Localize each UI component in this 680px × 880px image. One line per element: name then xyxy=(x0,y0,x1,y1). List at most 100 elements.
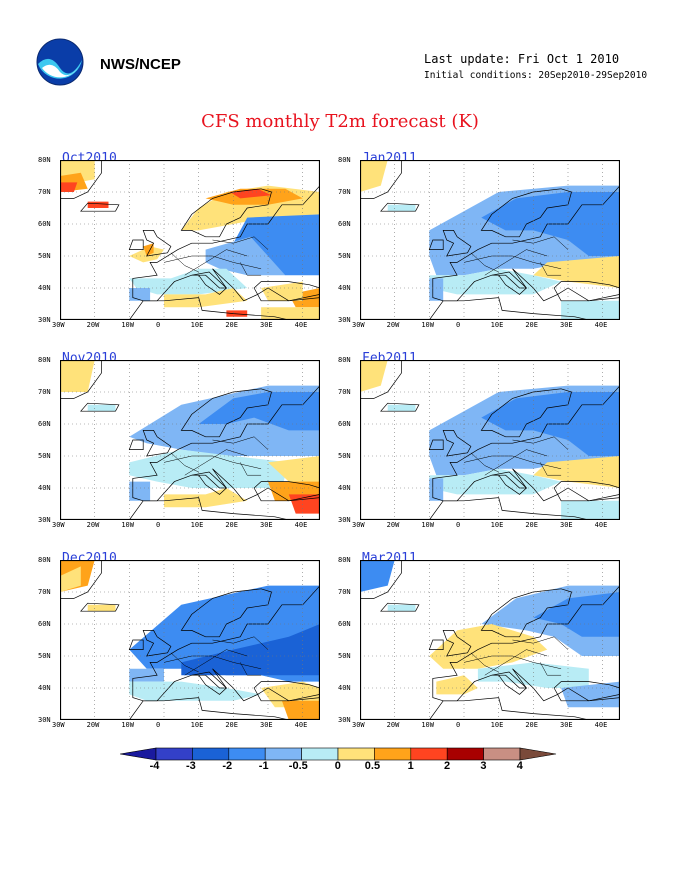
coastline xyxy=(80,602,120,612)
coastline xyxy=(553,681,620,702)
coastline xyxy=(191,471,227,495)
longitude-label: 20E xyxy=(225,721,238,729)
latitude-label: 80N xyxy=(338,356,351,364)
longitude-label: 30W xyxy=(352,521,365,529)
anomaly-region xyxy=(129,681,262,701)
latitude-label: 60N xyxy=(38,220,51,228)
country-border xyxy=(512,636,569,650)
legend-swatch xyxy=(374,747,412,761)
coastline xyxy=(480,188,572,238)
longitude-label: 10W xyxy=(121,721,134,729)
anomaly-region xyxy=(60,566,81,592)
longitude-label: 20W xyxy=(86,521,100,529)
country-border xyxy=(470,452,499,473)
temperature-anomaly-map xyxy=(360,360,620,520)
temperature-anomaly-map xyxy=(60,360,320,520)
longitude-label: 0 xyxy=(156,521,161,529)
country-border xyxy=(240,262,262,276)
temperature-anomaly-map xyxy=(60,560,320,720)
coastline xyxy=(142,630,172,657)
coastline xyxy=(253,281,320,302)
coastline xyxy=(180,588,272,638)
coastline xyxy=(480,388,572,438)
latitude-label: 50N xyxy=(338,652,351,660)
longitude-label: 30W xyxy=(352,321,365,329)
map-panel: Jan2011 80N 70N 60N 50N 40N 30N 30W 20W 10W 0 10E 20… xyxy=(338,151,660,345)
longitude-label: 0 xyxy=(456,521,461,529)
longitude-label: 30W xyxy=(52,521,65,529)
coastline xyxy=(480,588,572,638)
coastline xyxy=(180,388,272,438)
legend-label: 3 xyxy=(480,760,487,772)
anomaly-region xyxy=(164,488,248,508)
anomaly-region xyxy=(561,300,620,320)
map-frame xyxy=(360,560,620,720)
longitude-label: 0 xyxy=(456,321,461,329)
legend-swatch xyxy=(337,747,375,761)
country-border xyxy=(212,636,269,650)
latitude-label: 30N xyxy=(338,716,351,724)
coastline xyxy=(142,430,172,457)
latitude-label: 70N xyxy=(338,188,351,196)
legend-swatch xyxy=(192,747,230,761)
temperature-anomaly-map xyxy=(360,160,620,320)
longitude-label: 20W xyxy=(386,321,400,329)
longitude-label: 10E xyxy=(490,721,504,729)
latitude-label: 30N xyxy=(338,316,351,324)
country-border xyxy=(240,462,262,476)
coastline xyxy=(380,602,420,612)
longitude-label: 0 xyxy=(456,721,461,729)
country-border xyxy=(170,452,199,473)
anomaly-region xyxy=(205,236,286,276)
coastline xyxy=(360,360,402,399)
map-panel: Feb2011 80N 70N 60N 50N 40N 30N 30W 20W 10W 0 10E 20… xyxy=(338,351,660,545)
anomaly-region xyxy=(533,456,620,488)
longitude-label: 40E xyxy=(594,321,608,329)
anomaly-region xyxy=(387,204,416,212)
coastline xyxy=(128,239,144,250)
legend-label: -3 xyxy=(186,760,196,772)
map-panel: Dec2010 80N 70N 60N 50N 40N 30N 30W 20W 10W 0 10E 20… xyxy=(38,551,360,745)
latitude-label: 70N xyxy=(338,388,351,396)
coastline xyxy=(442,630,472,657)
page-title: CFS monthly T2m forecast (K) xyxy=(201,111,479,132)
coastline xyxy=(80,202,120,212)
coastline xyxy=(553,281,620,302)
longitude-label: 30W xyxy=(52,721,65,729)
longitude-label: 20W xyxy=(386,721,400,729)
coastline xyxy=(553,481,620,502)
anomaly-region xyxy=(360,560,395,592)
longitude-label: 40E xyxy=(594,521,608,529)
latitude-label: 60N xyxy=(38,420,51,428)
longitude-label: 20W xyxy=(86,321,100,329)
legend-label: -1 xyxy=(258,760,269,772)
anomaly-region xyxy=(143,243,154,256)
country-border xyxy=(212,236,269,250)
anomaly-region xyxy=(87,404,116,412)
latitude-label: 80N xyxy=(38,356,51,364)
legend-label: 2 xyxy=(444,760,451,772)
longitude-label: 20E xyxy=(225,321,238,329)
anomaly-region xyxy=(360,160,388,192)
longitude-label: 0 xyxy=(156,321,161,329)
map-frame xyxy=(360,160,620,320)
coastline xyxy=(191,271,227,295)
map-panel: Mar2011 80N 70N 60N 50N 40N 30N 30W 20W 10W 0 10E 20… xyxy=(338,551,660,745)
anomaly-region xyxy=(281,700,320,720)
anomaly-region xyxy=(533,592,620,637)
legend-label: 0.5 xyxy=(364,760,381,772)
longitude-label: 20E xyxy=(525,321,538,329)
coastline xyxy=(428,239,444,250)
longitude-label: 30E xyxy=(560,521,573,529)
latitude-label: 60N xyxy=(338,220,351,228)
anomaly-region xyxy=(60,360,95,392)
legend-label: -4 xyxy=(149,760,160,772)
anomaly-region xyxy=(181,624,320,676)
longitude-label: 20E xyxy=(525,521,538,529)
longitude-label: 30E xyxy=(260,521,273,529)
temperature-anomaly-map xyxy=(60,160,320,320)
legend-swatch xyxy=(301,747,339,761)
coastline xyxy=(60,560,102,599)
anomaly-region xyxy=(457,636,471,650)
coastline xyxy=(491,671,527,695)
